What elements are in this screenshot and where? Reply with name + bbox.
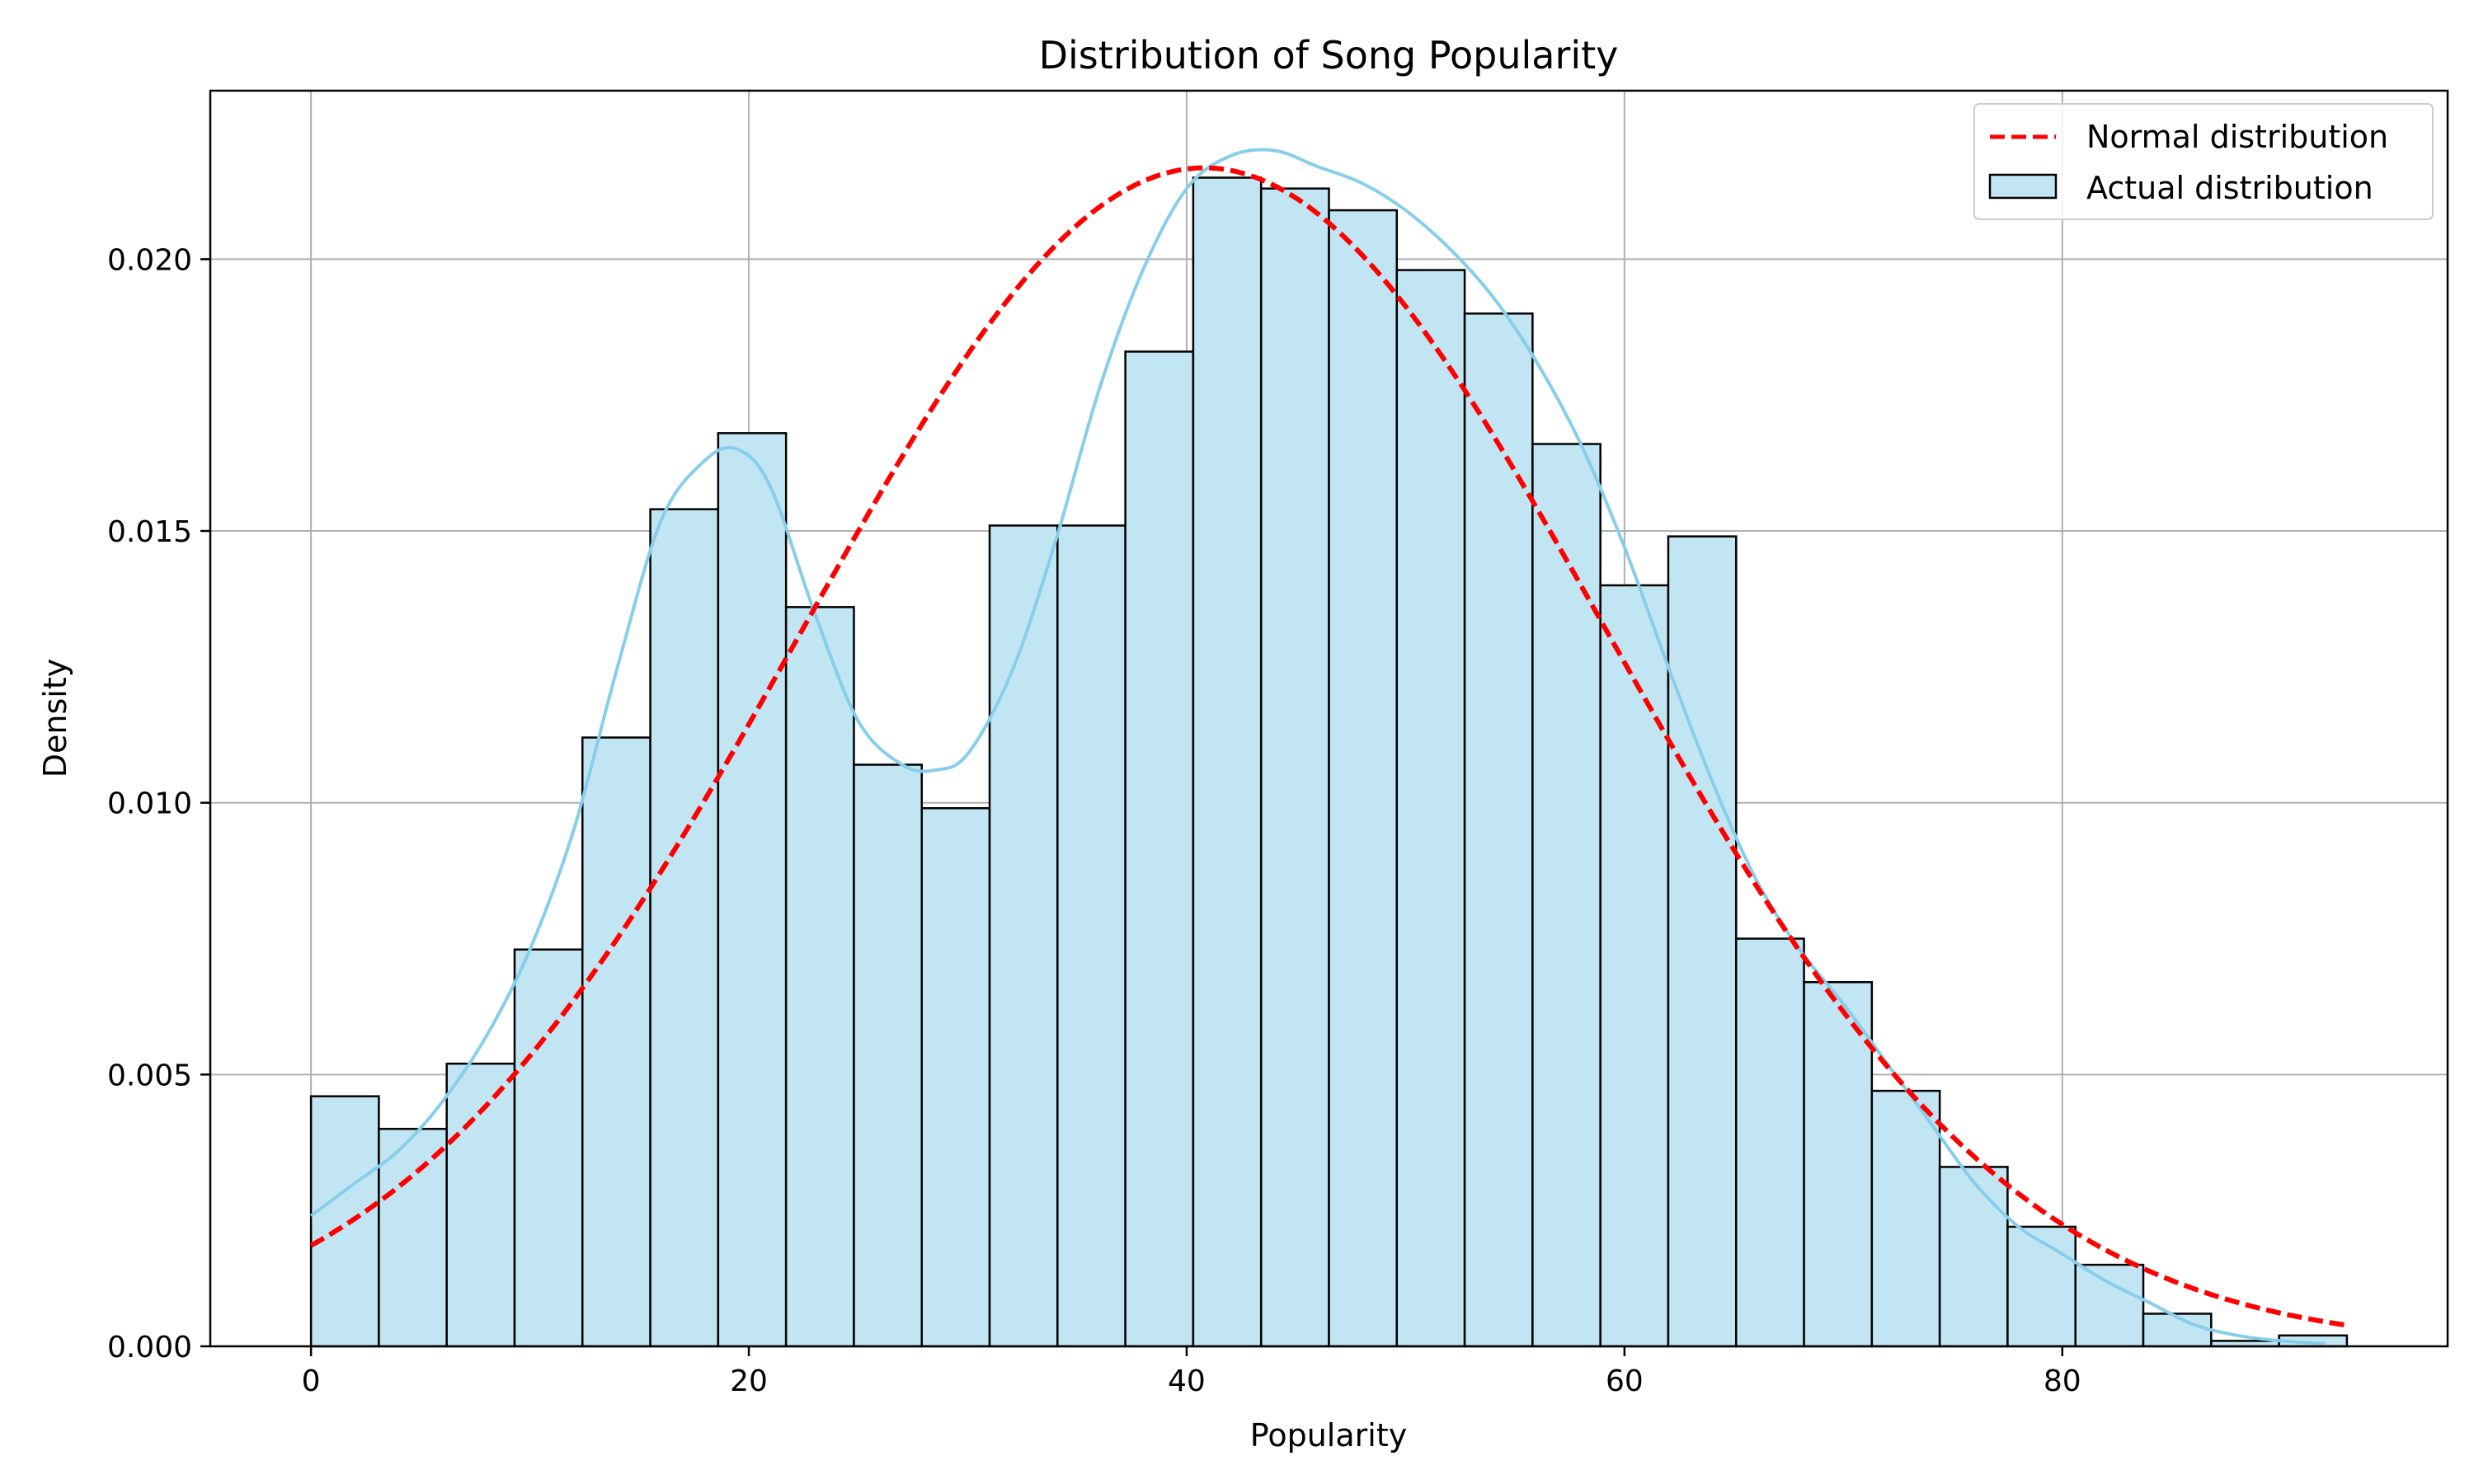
histogram-bar bbox=[853, 763, 923, 1348]
histogram-bar bbox=[717, 432, 788, 1348]
histogram-bar bbox=[2006, 1225, 2077, 1348]
histogram-bar bbox=[1531, 443, 1602, 1348]
normal-distribution-line bbox=[309, 165, 2348, 1328]
chart-title: Distribution of Song Popularity bbox=[1039, 33, 1619, 77]
histogram-bar bbox=[445, 1062, 516, 1348]
kde-line bbox=[309, 148, 2326, 1345]
histogram-bar bbox=[920, 807, 991, 1348]
legend-normal-label: Normal distribution bbox=[2086, 119, 2388, 155]
histogram-bar bbox=[1803, 981, 1874, 1348]
histogram-bar bbox=[1259, 187, 1330, 1348]
plot-frame bbox=[209, 89, 2449, 1348]
x-tick-label: 60 bbox=[1606, 1364, 1644, 1398]
histogram-bar bbox=[1328, 209, 1399, 1348]
x-axis-label: Popularity bbox=[1250, 1417, 1407, 1453]
histogram-bar bbox=[1870, 1089, 1941, 1348]
x-tick-label: 80 bbox=[2044, 1364, 2081, 1398]
histogram-bar bbox=[378, 1128, 448, 1348]
y-tick-label: 0.010 bbox=[107, 787, 192, 821]
x-tick-label: 20 bbox=[730, 1364, 768, 1398]
histogram-bar bbox=[1395, 269, 1466, 1348]
legend: Normal distribution Actual distribution bbox=[1973, 103, 2434, 220]
histogram-bar bbox=[1463, 312, 1534, 1348]
legend-box bbox=[1973, 103, 2434, 220]
y-tick-label: 0.020 bbox=[107, 243, 192, 277]
histogram-bar bbox=[1667, 535, 1738, 1348]
x-tick-label: 0 bbox=[302, 1364, 321, 1398]
histogram-bar bbox=[649, 508, 720, 1348]
histogram-bar bbox=[1192, 176, 1263, 1348]
histogram-bar bbox=[513, 948, 584, 1348]
histogram-bar bbox=[1735, 937, 1805, 1348]
y-tick-label: 0.015 bbox=[107, 515, 192, 549]
y-ticks: 0.000 0.005 0.010 0.015 0.020 bbox=[107, 243, 210, 1364]
histogram-bar bbox=[309, 1095, 380, 1348]
histogram-bar bbox=[1124, 350, 1195, 1348]
histogram-bar bbox=[1056, 524, 1126, 1348]
y-tick-label: 0.005 bbox=[107, 1059, 192, 1092]
histogram-bar bbox=[988, 524, 1059, 1348]
curves bbox=[309, 148, 2348, 1345]
x-tick-label: 40 bbox=[1168, 1364, 1206, 1398]
legend-actual-swatch bbox=[1988, 173, 2058, 200]
legend-actual-label: Actual distribution bbox=[2086, 170, 2373, 206]
histogram-bar bbox=[1938, 1166, 2009, 1348]
y-axis-label: Density bbox=[37, 659, 73, 777]
histogram-bar bbox=[1599, 584, 1670, 1348]
histogram-bar bbox=[2074, 1263, 2145, 1348]
y-tick-label: 0.000 bbox=[107, 1331, 192, 1364]
x-ticks: 0 20 40 60 80 bbox=[302, 1346, 2081, 1398]
histogram-bar bbox=[2142, 1313, 2213, 1348]
histogram-bar bbox=[581, 736, 651, 1348]
histogram-bar bbox=[784, 606, 855, 1348]
